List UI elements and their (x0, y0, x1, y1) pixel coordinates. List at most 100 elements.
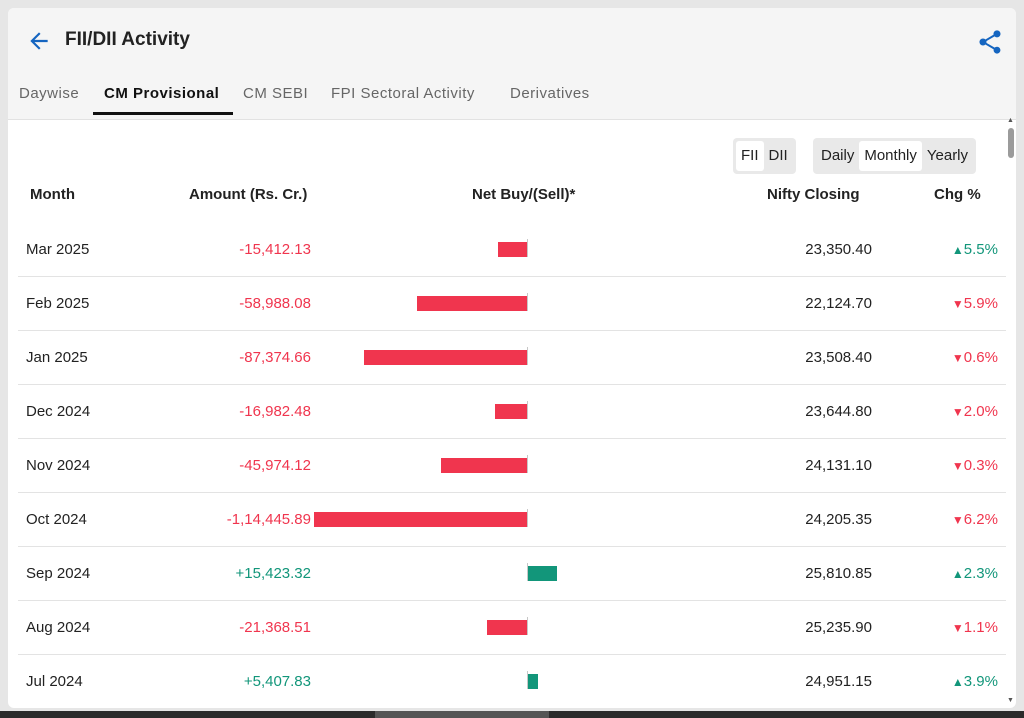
change-value: 5.5% (963, 241, 998, 258)
fii-dii-card: FII/DII Activity Daywise CM Provisional … (8, 8, 1016, 708)
table-row[interactable]: Jan 2025 -87,374.66 23,508.40 ▼0.6% (18, 331, 1006, 385)
net-bar-area (18, 277, 1006, 331)
zero-axis-line (527, 239, 528, 257)
column-header-chg: Chg % (934, 186, 981, 203)
nifty-closing-cell: 25,810.85 (805, 565, 872, 582)
month-cell: Sep 2024 (26, 565, 91, 582)
net-bar-area (18, 493, 1006, 547)
net-flow-bar (528, 566, 557, 581)
toggle-fii[interactable]: FII (736, 141, 764, 171)
nifty-closing-cell: 22,124.70 (805, 295, 872, 312)
zero-axis-line (527, 293, 528, 311)
change-value: 0.3% (963, 457, 998, 474)
tab-cm-provisional[interactable]: CM Provisional (104, 85, 220, 102)
net-flow-bar (441, 458, 527, 473)
scroll-down-arrow-icon[interactable]: ▼ (1007, 697, 1014, 704)
period-toggle: Daily Monthly Yearly (813, 138, 977, 174)
month-cell: Feb 2025 (26, 295, 90, 312)
nifty-closing-cell: 23,644.80 (805, 403, 872, 420)
column-header-amount: Amount (Rs. Cr.) (189, 186, 308, 203)
amount-cell: -1,14,445.89 (226, 511, 311, 528)
tab-fpi-sectoral-activity[interactable]: FPI Sectoral Activity (331, 85, 475, 102)
triangle-up-icon: ▲ (951, 675, 964, 689)
month-cell: Jan 2025 (26, 349, 88, 366)
net-flow-bar (417, 296, 527, 311)
zero-axis-line (527, 671, 528, 689)
table-row[interactable]: Aug 2024 -21,368.51 25,235.90 ▼1.1% (18, 601, 1006, 655)
page-title: FII/DII Activity (65, 29, 190, 50)
taskbar-segment (375, 711, 549, 718)
active-tab-indicator (93, 112, 233, 115)
scrollbar[interactable] (1006, 112, 1016, 708)
month-cell: Nov 2024 (26, 457, 91, 474)
net-flow-bar (487, 620, 527, 635)
change-value: 5.9% (963, 295, 998, 312)
triangle-up-icon: ▲ (951, 567, 964, 581)
month-cell: Dec 2024 (26, 403, 91, 420)
zero-axis-line (527, 347, 528, 365)
nifty-closing-cell: 23,508.40 (805, 349, 872, 366)
table-row[interactable]: Nov 2024 -45,974.12 24,131.10 ▼0.3% (18, 439, 1006, 493)
net-bar-area (18, 601, 1006, 655)
amount-cell: -87,374.66 (239, 349, 311, 366)
table-row[interactable]: Jul 2024 +5,407.83 24,951.15 ▲3.9% (18, 655, 1006, 708)
scroll-up-arrow-icon[interactable]: ▲ (1007, 117, 1014, 124)
tab-derivatives[interactable]: Derivatives (510, 85, 590, 102)
change-value: 2.3% (963, 565, 998, 582)
net-bar-area (18, 385, 1006, 439)
tab-daywise[interactable]: Daywise (19, 85, 80, 102)
change-value: 6.2% (963, 511, 998, 528)
back-arrow-icon[interactable] (26, 28, 52, 54)
change-cell: ▲2.3% (952, 547, 998, 601)
table-row[interactable]: Sep 2024 +15,423.32 25,810.85 ▲2.3% (18, 547, 1006, 601)
triangle-down-icon: ▼ (951, 405, 964, 419)
amount-cell: -58,988.08 (239, 295, 311, 312)
change-cell: ▼2.0% (952, 385, 998, 439)
net-bar-area (18, 547, 1006, 601)
table-row[interactable]: Feb 2025 -58,988.08 22,124.70 ▼5.9% (18, 277, 1006, 331)
nifty-closing-cell: 23,350.40 (805, 241, 872, 258)
month-cell: Mar 2025 (26, 241, 90, 258)
zero-axis-line (527, 563, 528, 581)
toggle-dii[interactable]: DII (768, 147, 788, 164)
column-header-month: Month (30, 186, 75, 203)
zero-axis-line (527, 617, 528, 635)
amount-cell: -16,982.48 (239, 403, 311, 420)
change-cell: ▲5.5% (952, 223, 998, 277)
zero-axis-line (527, 509, 528, 527)
nifty-closing-cell: 24,131.10 (805, 457, 872, 474)
change-cell: ▼0.3% (952, 439, 998, 493)
nifty-closing-cell: 25,235.90 (805, 619, 872, 636)
table-row[interactable]: Oct 2024 -1,14,445.89 24,205.35 ▼6.2% (18, 493, 1006, 547)
nifty-closing-cell: 24,951.15 (805, 673, 872, 690)
investor-toggle: FII DII (733, 138, 796, 174)
net-flow-bar (364, 350, 527, 365)
amount-cell: -15,412.13 (239, 241, 311, 258)
toggle-yearly[interactable]: Yearly (926, 147, 969, 164)
net-flow-bar (495, 404, 527, 419)
net-flow-bar (528, 674, 538, 689)
net-flow-bar (314, 512, 527, 527)
triangle-down-icon: ▼ (951, 351, 964, 365)
triangle-down-icon: ▼ (951, 621, 964, 635)
table-row[interactable]: Dec 2024 -16,982.48 23,644.80 ▼2.0% (18, 385, 1006, 439)
change-cell: ▲3.9% (952, 655, 998, 708)
change-cell: ▼0.6% (952, 331, 998, 385)
header-bar: FII/DII Activity Daywise CM Provisional … (8, 8, 1016, 120)
triangle-up-icon: ▲ (951, 243, 964, 257)
net-bar-area (18, 439, 1006, 493)
change-cell: ▼5.9% (952, 277, 998, 331)
amount-cell: -21,368.51 (239, 619, 311, 636)
month-cell: Jul 2024 (26, 673, 83, 690)
share-icon[interactable] (976, 28, 1004, 56)
amount-cell: -45,974.12 (239, 457, 311, 474)
scrollbar-thumb[interactable] (1008, 128, 1014, 158)
zero-axis-line (527, 455, 528, 473)
table-row[interactable]: Mar 2025 -15,412.13 23,350.40 ▲5.5% (18, 223, 1006, 277)
change-value: 2.0% (963, 403, 998, 420)
toggle-daily[interactable]: Daily (821, 147, 855, 164)
triangle-down-icon: ▼ (951, 297, 964, 311)
change-cell: ▼1.1% (952, 601, 998, 655)
toggle-monthly[interactable]: Monthly (859, 141, 922, 171)
tab-cm-sebi[interactable]: CM SEBI (243, 85, 309, 102)
